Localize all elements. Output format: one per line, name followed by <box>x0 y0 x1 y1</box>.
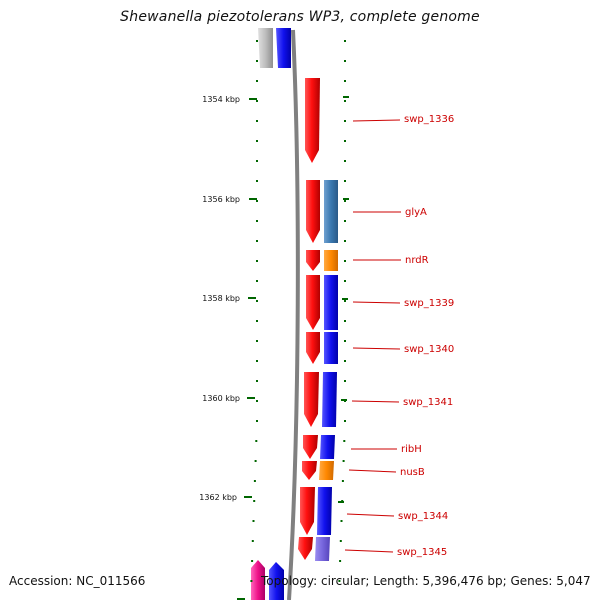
ruler-dot <box>344 220 346 222</box>
ruler-dot <box>256 140 258 142</box>
ruler-dot <box>344 40 346 42</box>
tick-label: 1356 kbp <box>202 195 240 204</box>
gene-label-nusB: nusB <box>400 467 425 478</box>
tick-1354: 1354 kbp <box>202 95 257 104</box>
topology-text: Topology: circular; Length: 5,396,476 bp… <box>261 574 591 588</box>
ruler-dot <box>256 80 258 82</box>
ruler-dot <box>344 120 346 122</box>
ruler-dot <box>256 100 258 102</box>
gene-ribH[interactable] <box>303 435 335 459</box>
tick-label: 1360 kbp <box>202 394 240 403</box>
ruler-dot <box>251 560 254 562</box>
ruler-dot <box>256 280 258 282</box>
tick-1362: 1362 kbp <box>199 493 252 502</box>
gene-label-swp_1344: swp_1344 <box>398 511 448 522</box>
ruler-dot <box>339 540 342 542</box>
ruler-dot <box>344 180 346 182</box>
ruler-dot <box>251 540 254 542</box>
ruler-dot <box>256 340 258 342</box>
tick-label: 1358 kbp <box>202 294 240 303</box>
ruler-dot <box>342 460 345 462</box>
ruler-dots-left <box>250 40 258 582</box>
gene-label-swp_1345: swp_1345 <box>397 547 447 558</box>
gene-swp_1336[interactable] <box>305 78 320 163</box>
gene-label-swp_1340: swp_1340 <box>404 344 454 355</box>
ruler-dot <box>344 300 346 302</box>
ruler-dot <box>252 520 255 522</box>
ruler-dot <box>256 120 258 122</box>
gene-label-ribH: ribH <box>401 444 422 455</box>
ruler-dot <box>344 200 346 202</box>
tick-label: 1362 kbp <box>199 493 237 502</box>
ruler-dot <box>344 60 346 62</box>
ruler-dot <box>339 560 342 562</box>
ruler-dot <box>344 100 346 102</box>
gene-swp_1344[interactable] <box>300 487 332 535</box>
ruler-dot <box>256 40 258 42</box>
gene-label-nrdR: nrdR <box>405 255 429 266</box>
ruler-dot <box>344 240 346 242</box>
ruler-dot <box>344 380 346 382</box>
ruler-dot <box>344 140 346 142</box>
ruler-dot <box>344 260 346 262</box>
ruler-dot <box>256 160 258 162</box>
feature-partial-top <box>258 28 291 68</box>
gene-features <box>298 78 338 561</box>
gene-glyA[interactable] <box>306 180 338 243</box>
ruler-dot <box>253 500 256 502</box>
ruler-ticks: 1354 kbp 1356 kbp 1358 kbp 1360 kbp 1362… <box>199 95 349 600</box>
ruler-dot <box>344 280 346 282</box>
accession-text: Accession: NC_011566 <box>9 574 146 588</box>
ruler-dot <box>344 360 346 362</box>
label-leaders <box>344 119 401 553</box>
ruler-dot <box>256 360 258 362</box>
ruler-dot <box>256 320 258 322</box>
genome-backbone <box>287 29 300 600</box>
gene-swp_1345[interactable] <box>298 537 330 561</box>
ruler-dot <box>256 400 258 402</box>
ruler-dot <box>256 300 258 302</box>
ruler-dot <box>343 440 346 442</box>
ruler-dot <box>256 200 258 202</box>
ruler-dot <box>256 180 258 182</box>
ruler-dot <box>253 480 256 482</box>
map-title: Shewanella piezotolerans WP3, complete g… <box>120 9 480 25</box>
gene-swp_1339[interactable] <box>306 275 338 330</box>
ruler-dot <box>250 580 253 582</box>
gene-label-swp_1339: swp_1339 <box>404 298 454 309</box>
ruler-dot <box>344 160 346 162</box>
ruler-dot <box>256 420 258 422</box>
feature-partial-bottom <box>251 560 284 600</box>
ruler-dot <box>256 380 258 382</box>
ruler-dot <box>338 580 341 582</box>
tick-label: 1354 kbp <box>202 95 240 104</box>
gene-swp_1340[interactable] <box>306 332 338 364</box>
gene-nusB[interactable] <box>302 461 334 480</box>
ruler-dot <box>256 60 258 62</box>
gene-label-swp_1336: swp_1336 <box>404 114 454 125</box>
ruler-dots-right <box>338 40 346 582</box>
tick-1358: 1358 kbp <box>202 294 256 303</box>
tick-1356: 1356 kbp <box>202 195 257 204</box>
gene-label-glyA: glyA <box>405 207 427 218</box>
ruler-dot <box>256 240 258 242</box>
ruler-dot <box>344 340 346 342</box>
gene-label-swp_1341: swp_1341 <box>403 397 453 408</box>
ruler-dot <box>256 220 258 222</box>
gene-swp_1341[interactable] <box>304 372 337 427</box>
gene-nrdR[interactable] <box>306 250 338 271</box>
tick-1360: 1360 kbp <box>202 394 255 403</box>
ruler-dot <box>344 320 346 322</box>
ruler-dot <box>340 520 343 522</box>
ruler-dot <box>256 260 258 262</box>
ruler-dot <box>254 460 257 462</box>
ruler-dot <box>344 420 346 422</box>
ruler-dot <box>344 80 346 82</box>
ruler-dot <box>341 480 344 482</box>
ruler-dot <box>255 440 258 442</box>
gene-labels: swp_1336 glyA nrdR swp_1339 swp_1340 swp… <box>397 114 454 558</box>
